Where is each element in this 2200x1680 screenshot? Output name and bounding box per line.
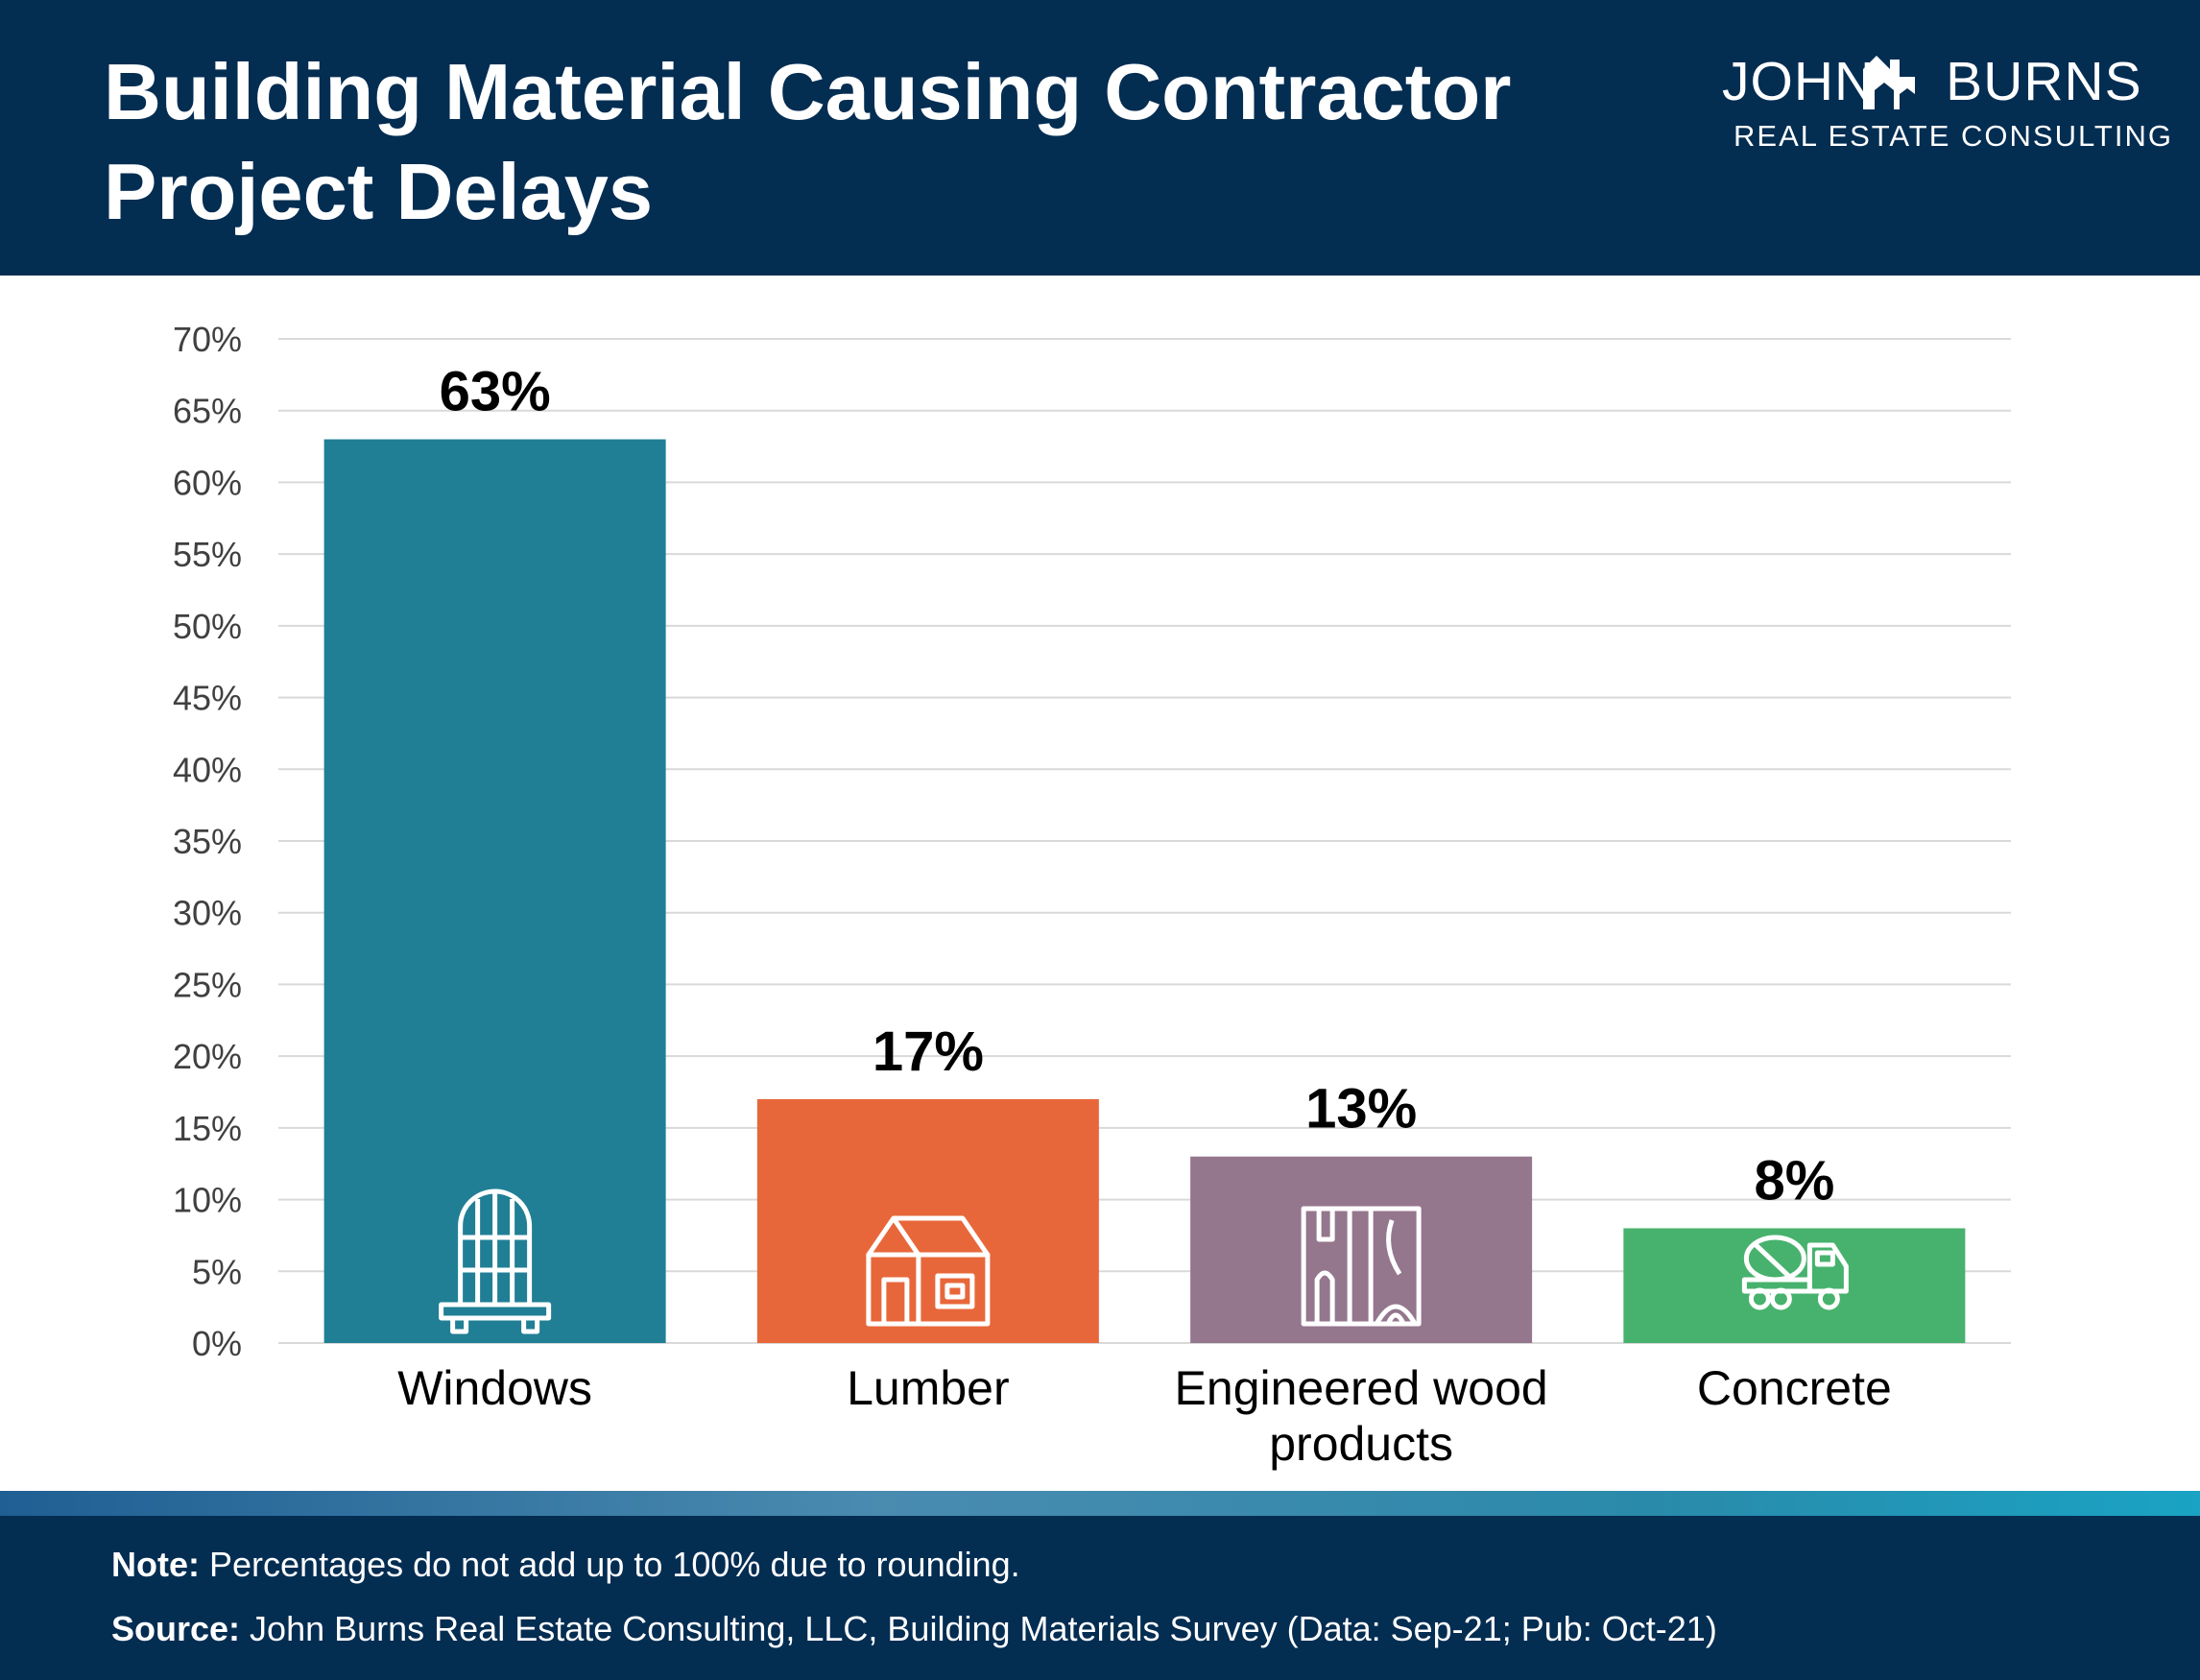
- note-text: Percentages do not add up to 100% due to…: [200, 1545, 1020, 1584]
- data-label-concrete: 8%: [1754, 1149, 1834, 1212]
- y-tick-label: 30%: [173, 894, 242, 933]
- logo-mark-icon: [1863, 56, 1915, 109]
- y-tick-label: 10%: [173, 1181, 242, 1220]
- y-axis-ticks: 0% 5% 10% 15% 20% 25% 30% 35% 40% 45% 50% 55% 60% 65%…: [173, 320, 242, 1363]
- data-label-engineered-wood-products: 13%: [1305, 1078, 1417, 1140]
- y-tick-label: 45%: [173, 679, 242, 718]
- y-tick-label: 35%: [173, 822, 242, 861]
- x-tick-label-lumber: Lumber: [847, 1361, 1010, 1415]
- bar-chart: 0% 5% 10% 15% 20% 25% 30% 35% 40% 45% 50% 55% 60% 65%…: [173, 320, 2011, 1471]
- y-tick-label: 70%: [173, 320, 242, 359]
- footer-banner: Note: Percentages do not add up to 100% …: [0, 1516, 2200, 1680]
- y-tick-label: 0%: [192, 1324, 242, 1363]
- x-tick-label-engineered-wood-products: Engineered wood: [1175, 1361, 1548, 1415]
- window-icon: [439, 1188, 552, 1334]
- bar-concrete: [1623, 1228, 1966, 1343]
- y-tick-label: 5%: [192, 1252, 242, 1291]
- source-label: Source:: [111, 1609, 241, 1648]
- y-tick-label: 50%: [173, 607, 242, 646]
- data-labels: 63% 17% 13% 8%: [440, 361, 1835, 1212]
- y-tick-label: 25%: [173, 965, 242, 1004]
- y-tick-label: 15%: [173, 1109, 242, 1148]
- source-text: John Burns Real Estate Consulting, LLC, …: [240, 1609, 1717, 1648]
- bars: [323, 439, 1966, 1344]
- y-tick-label: 20%: [173, 1037, 242, 1076]
- bar-lumber: [756, 1098, 1099, 1343]
- bar-engineered-wood-products: [1190, 1156, 1533, 1343]
- y-tick-label: 55%: [173, 535, 242, 574]
- cement-truck-icon: [1741, 1235, 1849, 1310]
- logo-subtitle: REAL ESTATE CONSULTING: [1734, 119, 2173, 153]
- footnote-source: Source: John Burns Real Estate Consultin…: [111, 1609, 1717, 1649]
- title-line-1: Building Material Causing Contractor: [104, 47, 1512, 136]
- logo-word-john: JOHN: [1722, 51, 1876, 112]
- bar-icons: [439, 1188, 1849, 1334]
- x-tick-label-concrete: Concrete: [1697, 1361, 1892, 1415]
- y-tick-label: 40%: [173, 750, 242, 789]
- note-label: Note:: [111, 1545, 200, 1584]
- wood-grain-icon: [1301, 1206, 1422, 1327]
- x-tick-label-windows: Windows: [397, 1361, 592, 1415]
- data-label-windows: 63%: [440, 361, 551, 423]
- title-line-2: Project Delays: [104, 147, 654, 236]
- header-banner: Building Material Causing Contractor Pro…: [0, 0, 2200, 276]
- footnote-note: Note: Percentages do not add up to 100% …: [111, 1545, 1020, 1585]
- y-tick-label: 65%: [173, 392, 242, 431]
- company-logo: JOHN BURNS REAL ESTATE CONSULTING: [1718, 50, 2171, 165]
- footer-accent-stripe: [0, 1491, 2200, 1516]
- logo-word-burns: BURNS: [1946, 51, 2142, 112]
- x-tick-label-engineered-wood-products: products: [1269, 1417, 1453, 1471]
- data-label-lumber: 17%: [873, 1020, 984, 1083]
- chart-title: Building Material Causing Contractor Pro…: [104, 42, 1543, 242]
- y-tick-label: 60%: [173, 463, 242, 502]
- house-icon: [866, 1215, 991, 1327]
